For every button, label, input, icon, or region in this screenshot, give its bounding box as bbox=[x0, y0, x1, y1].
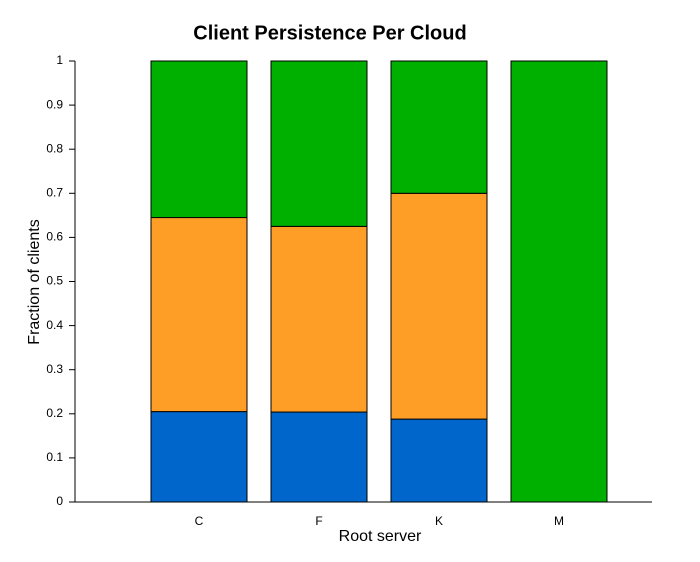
y-tick-label: 0.8 bbox=[46, 141, 63, 155]
bar-segment bbox=[150, 60, 248, 219]
y-tick-label: 1 bbox=[56, 53, 63, 67]
bar-segment bbox=[150, 217, 248, 413]
bar-segment bbox=[390, 60, 488, 194]
y-tick-label: 0.6 bbox=[46, 230, 63, 244]
y-axis-label: Fraction of clients bbox=[26, 219, 43, 344]
bar-segment bbox=[390, 418, 488, 503]
y-tick-label: 0 bbox=[56, 494, 63, 508]
bar-segment bbox=[270, 225, 368, 413]
bar-segment bbox=[150, 411, 248, 503]
y-tick-label: 0.4 bbox=[46, 318, 63, 332]
x-tick-label: K bbox=[435, 514, 443, 528]
bar-segment bbox=[270, 411, 368, 503]
y-tick-label: 0.9 bbox=[46, 97, 63, 111]
bar-segment bbox=[390, 192, 488, 420]
y-tick-label: 0.7 bbox=[46, 185, 63, 199]
y-tick-label: 0.2 bbox=[46, 406, 63, 420]
x-axis-label: Root server bbox=[339, 528, 422, 545]
x-tick-label: M bbox=[554, 514, 564, 528]
y-tick-label: 0.5 bbox=[46, 274, 63, 288]
bar-segment bbox=[510, 60, 608, 503]
chart-title: Client Persistence Per Cloud bbox=[193, 22, 466, 44]
y-tick-label: 0.1 bbox=[46, 450, 63, 464]
x-tick-label: C bbox=[195, 514, 204, 528]
y-tick-label: 0.3 bbox=[46, 362, 63, 376]
bar-segment bbox=[270, 60, 368, 227]
x-tick-label: F bbox=[315, 514, 322, 528]
